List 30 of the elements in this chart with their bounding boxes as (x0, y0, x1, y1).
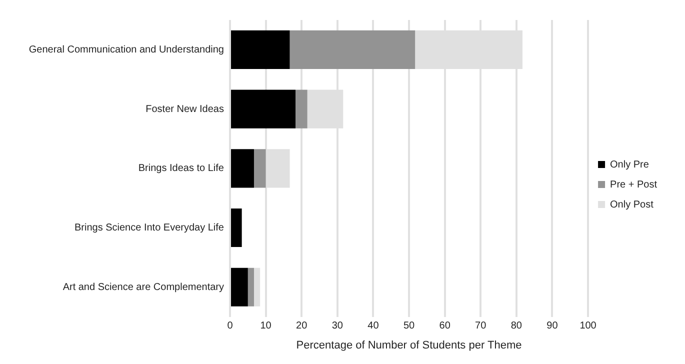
x-tick-label: 90 (546, 320, 558, 332)
y-tick-label: Brings Ideas to Life (138, 163, 224, 174)
x-tick-label: 80 (510, 320, 522, 332)
bar (248, 268, 254, 306)
x-tick-label: 50 (403, 320, 416, 332)
y-tick-label: Foster New Ideas (146, 104, 224, 115)
bar (231, 208, 242, 248)
x-tick-label: 40 (368, 320, 380, 332)
bar (231, 268, 248, 306)
x-tick-label: 70 (475, 320, 487, 332)
y-tick-label: Brings Science Into Everyday Life (74, 222, 224, 234)
x-tick-label: 0 (227, 320, 234, 332)
x-tick-label: 20 (296, 320, 308, 332)
legend-label: Only Pre (610, 159, 650, 170)
y-tick-label: General Communication and Understanding (28, 44, 224, 56)
bar (231, 30, 290, 69)
x-tick-label: 100 (580, 320, 597, 332)
bar (231, 90, 296, 128)
bar (290, 30, 416, 69)
legend-label: Pre + Post (610, 179, 658, 190)
x-axis-title: Percentage of Number of Students per Theme (296, 339, 522, 352)
bar (296, 90, 308, 128)
bar (254, 268, 260, 306)
bar (231, 149, 254, 188)
x-tick-label: 10 (260, 320, 272, 332)
legend-label: Only Post (610, 199, 654, 210)
y-tick-label: Art and Science are Complementary (62, 282, 224, 293)
x-tick-label: 60 (439, 320, 451, 332)
x-tick-label: 30 (332, 320, 344, 332)
bar (254, 149, 266, 188)
